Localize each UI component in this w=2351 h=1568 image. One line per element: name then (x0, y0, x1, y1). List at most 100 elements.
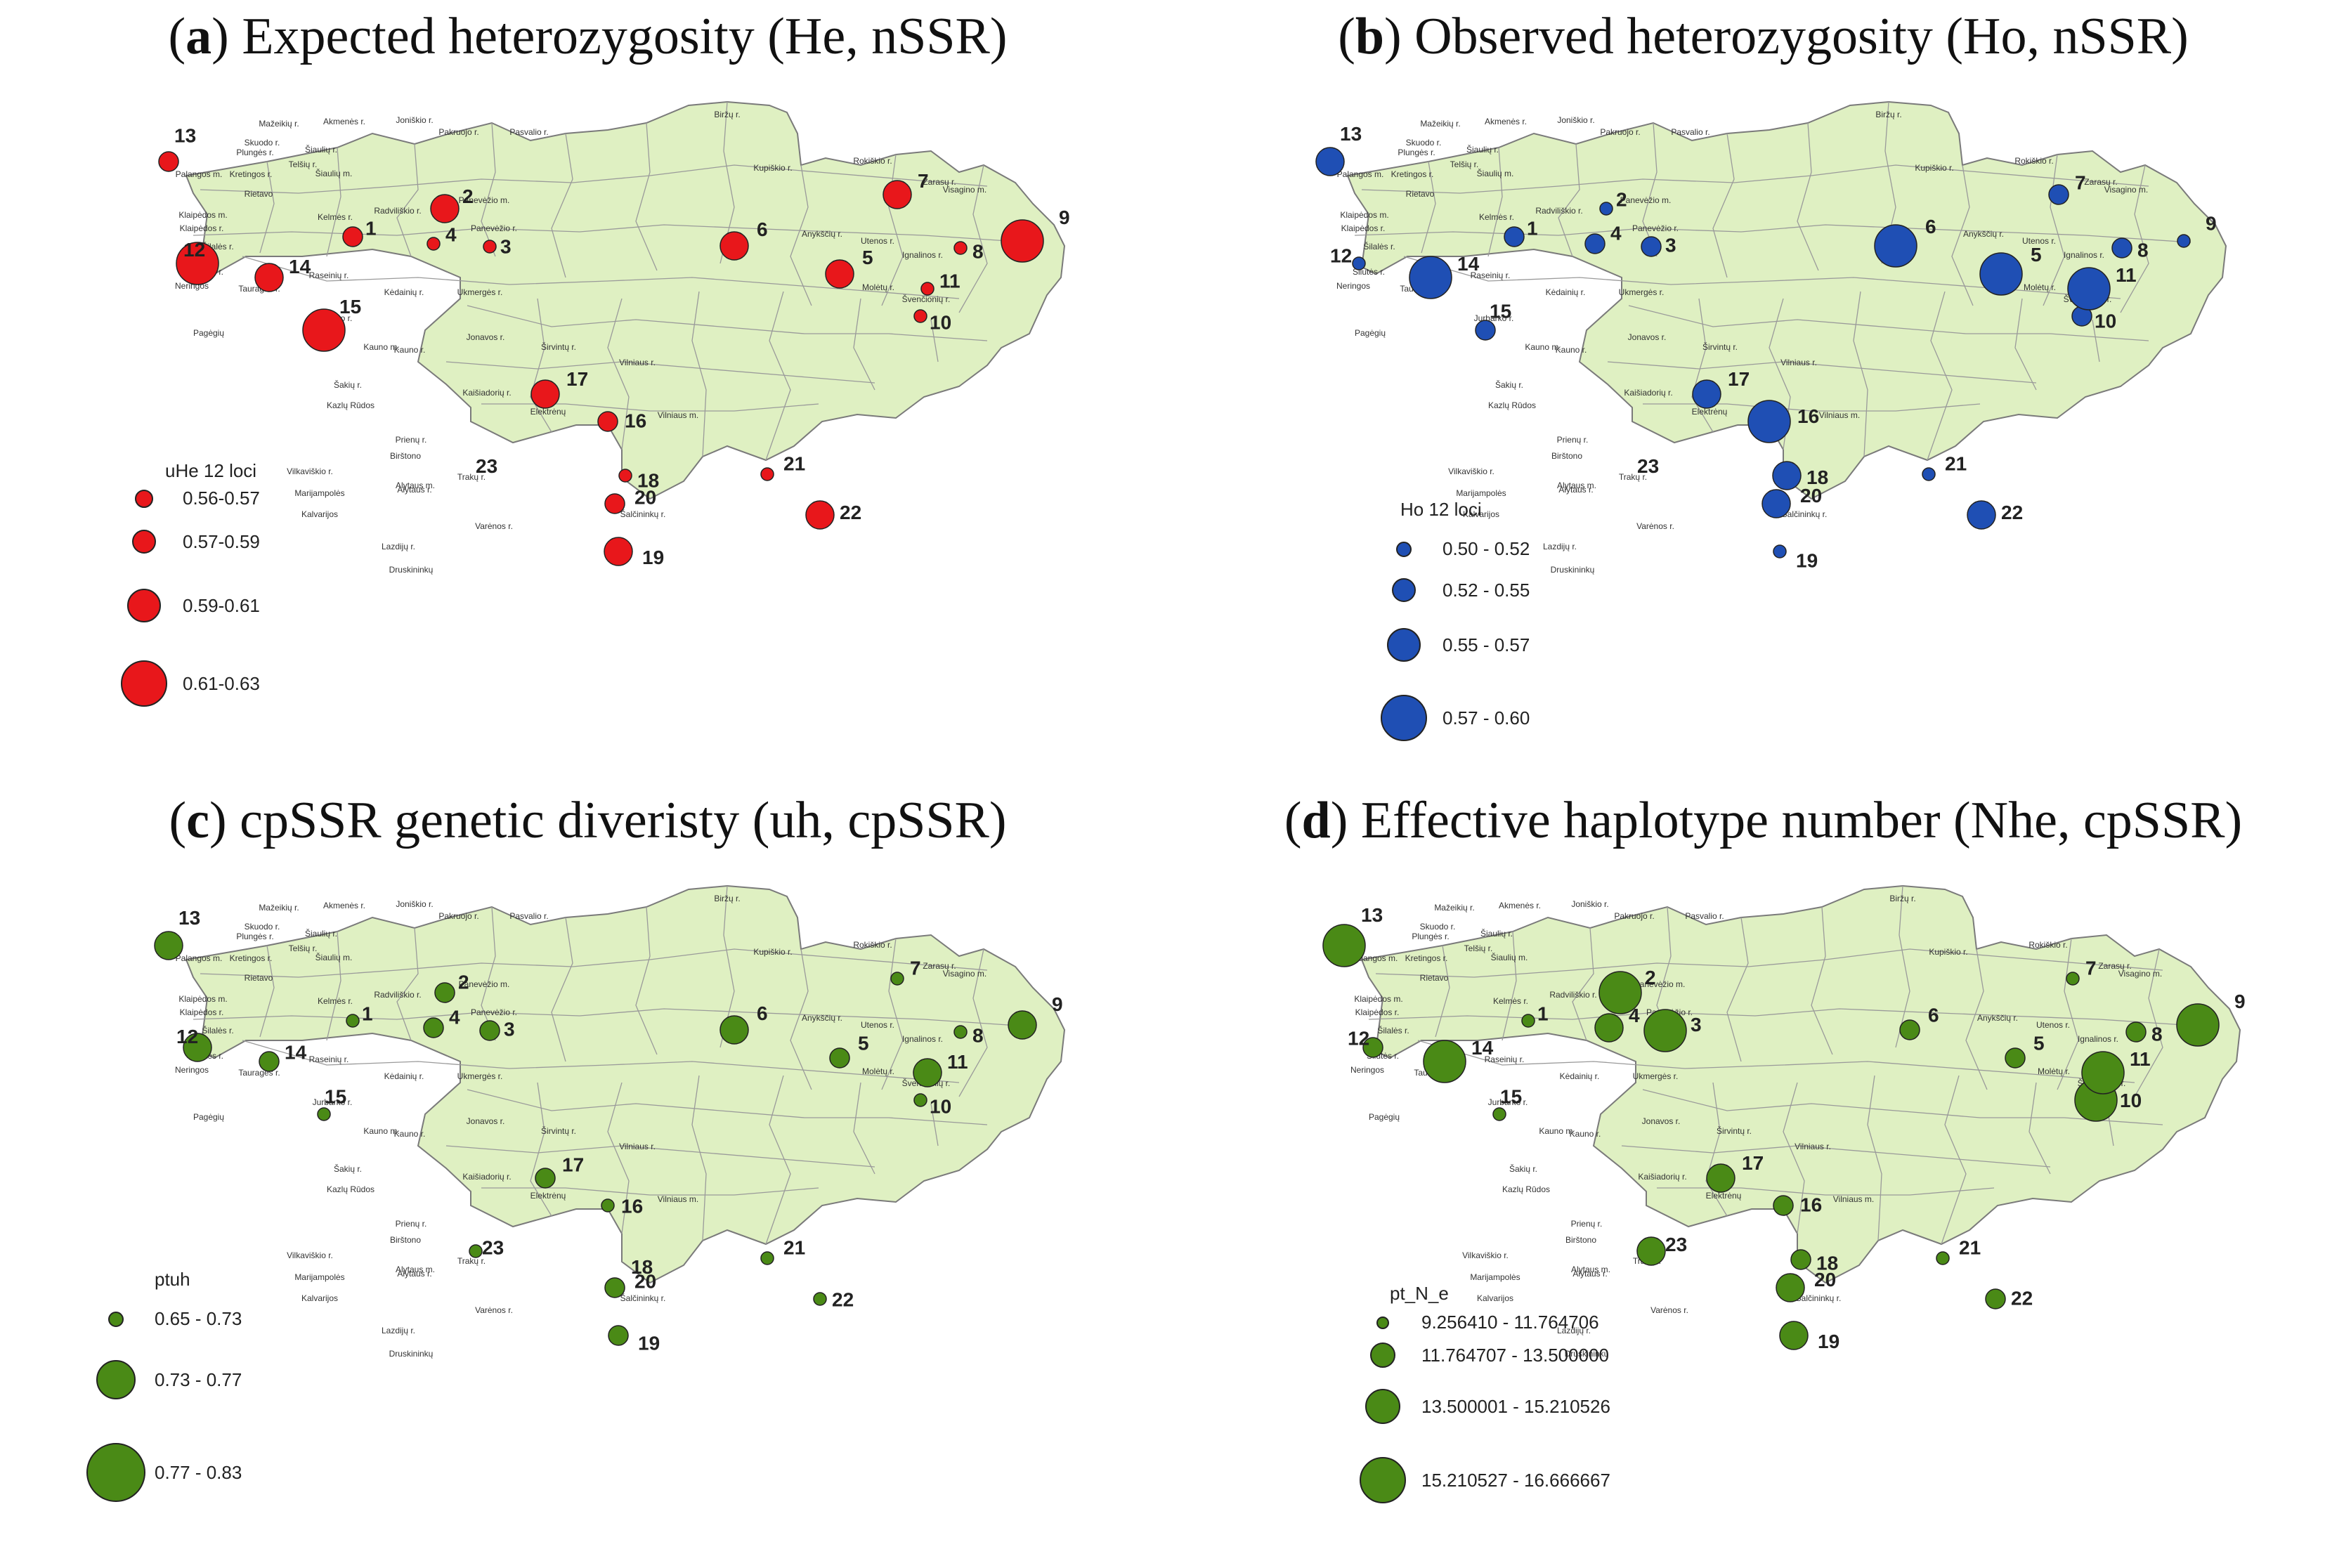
district-border (200, 948, 988, 978)
district-label: Skuodo r. (1420, 922, 1456, 932)
district-label: Šiaulių m. (1477, 168, 1514, 178)
district-border (607, 1082, 630, 1234)
legend-label: 0.77 - 0.83 (155, 1461, 242, 1483)
district-border (551, 917, 573, 1062)
district-label: Zarasų r. (923, 177, 956, 187)
site-marker-21 (760, 467, 774, 481)
district-label: Šiaulių r. (1480, 928, 1513, 939)
map-legend: ptuh 0.65 - 0.73 0.73 - 0.77 0.77 - 0.83 (77, 1269, 242, 1503)
legend-item: 9.256410 - 11.764706 (1344, 1312, 1610, 1333)
district-label: Anykščių r. (802, 229, 842, 239)
district-label: Šiaulių r. (305, 928, 337, 939)
site-label-22: 22 (2001, 502, 2023, 523)
district-label: Vilkaviškio r. (287, 466, 333, 476)
site-label-20: 20 (634, 1270, 656, 1292)
district-label: Kėdainių r. (384, 287, 424, 297)
district-label: Lazdijų r. (382, 542, 415, 551)
site-marker-20 (604, 1277, 625, 1298)
legend-symbol (77, 1311, 155, 1328)
district-label: Ignalinos r. (2078, 1034, 2118, 1044)
district-label: Kauno m. (363, 1126, 399, 1136)
legend-symbol (105, 660, 183, 707)
district-label: Visagino m. (2118, 969, 2162, 979)
district-border (1712, 133, 1735, 278)
district-label: Akmenės r. (323, 117, 365, 126)
district-label: Utenos r. (2022, 236, 2056, 246)
district-label: Elektrėnų (530, 1191, 566, 1201)
site-label-19: 19 (638, 1332, 660, 1354)
site-marker-20 (1761, 489, 1791, 518)
district-border (530, 298, 552, 433)
legend-item: 0.50 - 0.52 (1365, 538, 1530, 560)
site-marker-11 (920, 282, 934, 296)
site-label-16: 16 (1797, 405, 1819, 427)
district-border (193, 1008, 1030, 1027)
district-label: Švenčionių r. (902, 294, 951, 304)
district-label: Jonavos r. (467, 1116, 505, 1126)
district-label: Jurbarko r. (313, 1097, 353, 1107)
site-label-21: 21 (783, 1236, 805, 1258)
district-label: Biržų r. (1889, 894, 1915, 903)
site-marker-13 (1315, 147, 1345, 176)
district-border (853, 298, 875, 391)
district-label: Radviliškio r. (1535, 206, 1582, 216)
district-label: Pasvalio r. (1671, 127, 1709, 137)
district-label: Lazdijų r. (1557, 1326, 1591, 1335)
site-label-7: 7 (910, 957, 921, 979)
district-label: Panevėžio r. (471, 223, 517, 233)
district-label: Skuodo r. (245, 138, 280, 148)
district-label: Alytaus r. (1558, 485, 1593, 495)
district-border (1895, 885, 1910, 1048)
district-label: Kretingos r. (230, 953, 273, 963)
district-label: Kalvarijos (301, 1293, 338, 1303)
district-label: Vilniaus r. (619, 358, 656, 367)
district-label: Vilniaus r. (1780, 358, 1817, 367)
district-label: Ignalinos r. (902, 1034, 943, 1044)
district-label: Kelmės r. (318, 996, 353, 1006)
site-marker-3 (1643, 1009, 1687, 1052)
legend-symbol (77, 1442, 155, 1503)
district-label: Kaišiadorių r. (462, 1172, 511, 1182)
site-marker-11 (2067, 267, 2111, 311)
district-label: Molėtų r. (2024, 282, 2056, 292)
site-marker-15 (302, 308, 346, 352)
site-label-17: 17 (562, 1154, 584, 1175)
site-label-2: 2 (1645, 967, 1656, 988)
district-label: Pakruojo r. (1600, 127, 1640, 137)
site-label-16: 16 (625, 410, 646, 431)
district-label: Marijampolės (1470, 1272, 1520, 1282)
district-border (1417, 1040, 2135, 1083)
district-label: Kėdainių r. (1560, 1071, 1600, 1081)
site-marker-4 (423, 1017, 444, 1038)
district-label: Trakų r. (457, 472, 486, 482)
site-marker-21 (1922, 467, 1936, 481)
site-marker-7 (883, 180, 912, 209)
district-border (607, 298, 630, 450)
district-label: Trakų r. (1619, 472, 1647, 482)
legend-title: Ho 12 loci (1400, 499, 1482, 520)
panel-b: (b) Observed heterozygosity (Ho, nSSR) S… (1176, 0, 2351, 784)
district-border (1705, 1082, 1728, 1217)
site-label-10: 10 (2095, 310, 2116, 332)
site-label-23: 23 (476, 455, 497, 477)
legend-title: ptuh (155, 1269, 190, 1290)
district-label: Kėdainių r. (384, 1071, 424, 1081)
site-marker-16 (601, 1198, 615, 1213)
district-label: Vilniaus m. (1819, 410, 1860, 420)
district-label: Mažeikių r. (1420, 119, 1460, 129)
site-marker-15 (317, 1107, 331, 1121)
legend-label: 13.500001 - 15.210526 (1421, 1395, 1610, 1417)
district-label: Pakruojo r. (438, 127, 478, 137)
district-label: Pagėgių (193, 328, 224, 338)
district-label: Rietavo (1406, 189, 1435, 199)
district-label: Plungės r. (236, 148, 273, 157)
site-marker-19 (608, 1325, 629, 1346)
district-label: Skuodo r. (245, 922, 280, 932)
site-marker-5 (825, 259, 854, 289)
district-border (853, 1082, 875, 1175)
district-border (467, 1089, 988, 1125)
district-label: Vilniaus m. (658, 410, 698, 420)
district-label: Kupiškio r. (1929, 947, 1967, 957)
district-label: Šilalės r. (1377, 1025, 1409, 1035)
district-border (790, 164, 812, 306)
